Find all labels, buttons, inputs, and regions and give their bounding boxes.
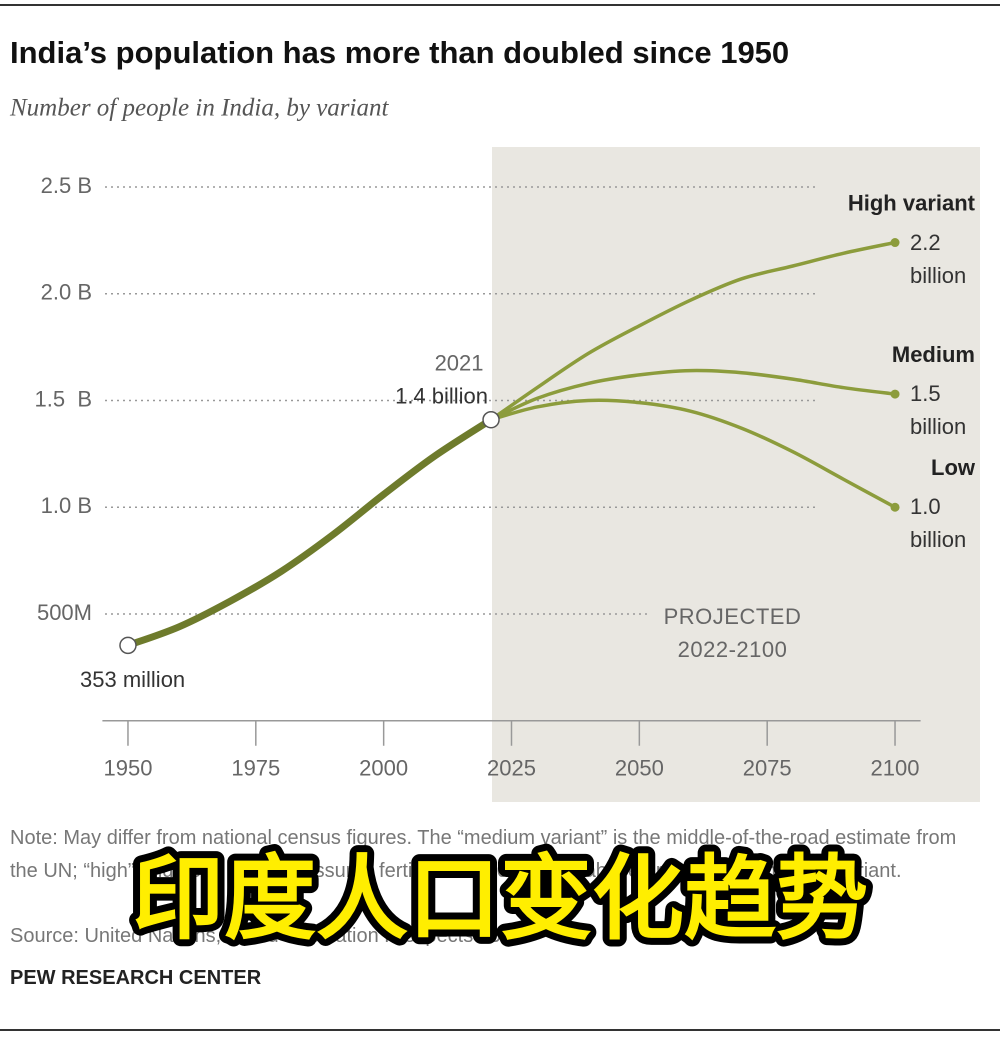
series-line [489, 240, 897, 422]
note: Note: May differ from national census fi… [10, 827, 957, 882]
series-line [124, 416, 495, 649]
x-tick-label: 1975 [231, 756, 280, 781]
x-tick-label: 2025 [487, 756, 536, 781]
value-label: 1.5 billion [910, 381, 967, 440]
y-tick-label: 2.5 B [41, 173, 92, 198]
x-tick-label: 2075 [743, 756, 792, 781]
x-tick-label: 2050 [615, 756, 664, 781]
year-label: 2021 [435, 351, 484, 376]
series-line [489, 368, 897, 422]
projection-shade [492, 147, 980, 802]
end-marker [890, 502, 900, 512]
series-line [489, 398, 897, 509]
y-tick-label: 1.5 B [35, 386, 92, 411]
end-marker [890, 238, 900, 248]
end-marker [890, 389, 900, 399]
y-tick-label: 1.0 B [41, 493, 92, 518]
value-label: 353 million [80, 667, 185, 692]
series-name: Low [931, 455, 976, 480]
series-name: High variant [848, 190, 976, 215]
point-marker [119, 636, 137, 655]
credit: PEW RESEARCH CENTER [10, 967, 262, 989]
source: Source: United Nations, World Population… [10, 925, 529, 947]
x-tick-label: 2100 [871, 756, 920, 781]
value-label: 1.4 billion [395, 384, 488, 409]
series-name: Medium [892, 342, 975, 367]
projection-label: PROJECTED 2022-2100 [650, 600, 815, 666]
value-label: 1.0 billion [910, 494, 967, 553]
value-label: 2.2 billion [910, 229, 967, 288]
x-tick-label: 2000 [359, 756, 408, 781]
x-tick-label: 1950 [103, 756, 152, 781]
point-marker [482, 410, 500, 429]
y-tick-label: 2.0 B [41, 280, 92, 305]
y-tick-label: 500M [37, 600, 92, 625]
chart-subtitle: Number of people in India, by variant [9, 95, 389, 122]
chart-title: India’s population has more than doubled… [10, 35, 789, 70]
